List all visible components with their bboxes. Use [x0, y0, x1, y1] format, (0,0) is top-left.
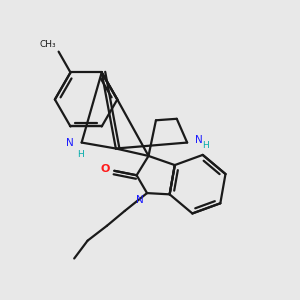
Text: N: N	[67, 138, 74, 148]
Text: N: N	[195, 135, 202, 145]
Text: N: N	[136, 195, 144, 205]
Text: H: H	[202, 141, 209, 150]
Text: CH₃: CH₃	[39, 40, 56, 49]
Text: H: H	[77, 150, 83, 159]
Text: O: O	[100, 164, 110, 174]
